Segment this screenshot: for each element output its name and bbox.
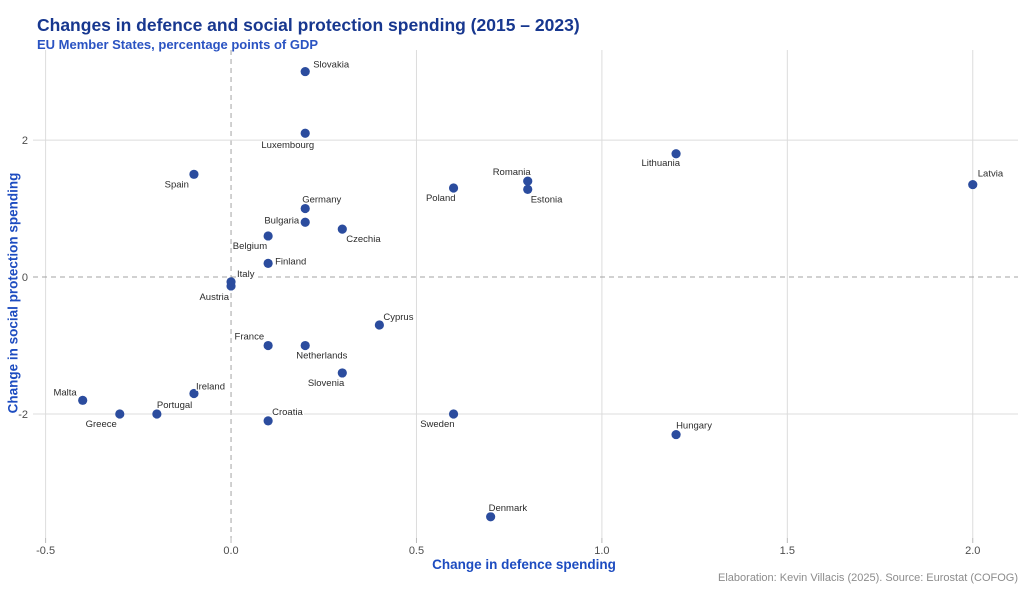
data-point-poland	[448, 183, 459, 193]
data-point-hungary	[671, 429, 681, 440]
data-point-latvia	[968, 179, 978, 190]
point-label-france: France	[235, 332, 265, 343]
point-label-poland: Poland	[426, 193, 456, 204]
chart-title: Changes in defence and social protection…	[37, 14, 580, 35]
point-label-bulgaria: Bulgaria	[264, 215, 300, 226]
data-point-cyprus	[374, 320, 384, 330]
point-label-belgium: Belgium	[233, 241, 267, 252]
data-point-germany	[300, 203, 310, 214]
x-axis-title: Change in defence spending	[432, 557, 616, 572]
point-label-netherlands: Netherlands	[296, 351, 347, 362]
source-credit: Elaboration: Kevin Villacis (2025). Sour…	[718, 572, 1018, 584]
point-label-hungary: Hungary	[676, 421, 712, 432]
x-tick-label: 0.5	[409, 545, 424, 557]
data-point-romania	[523, 176, 533, 186]
data-point-spain	[189, 169, 199, 179]
data-point-denmark	[486, 512, 496, 522]
data-point-finland	[263, 258, 273, 268]
data-point-greece	[115, 409, 125, 419]
data-point-lithuania	[671, 149, 681, 159]
point-label-lithuania: Lithuania	[642, 158, 681, 169]
data-point-slovakia	[300, 66, 310, 77]
point-label-cyprus: Cyprus	[383, 312, 413, 323]
data-point-estonia	[523, 184, 533, 194]
point-label-slovakia: Slovakia	[313, 60, 350, 71]
data-point-croatia	[263, 416, 273, 426]
point-label-italy: Italy	[237, 269, 255, 280]
point-label-latvia: Latvia	[978, 169, 1004, 180]
data-point-luxembourg	[300, 128, 310, 138]
data-point-sweden	[448, 409, 459, 419]
point-label-czechia: Czechia	[346, 234, 381, 245]
point-label-romania: Romania	[493, 167, 532, 178]
data-point-belgium	[263, 231, 273, 241]
data-point-czechia	[337, 224, 347, 234]
chart-subtitle: EU Member States, percentage points of G…	[37, 36, 319, 52]
x-tick-label: 2.0	[965, 545, 980, 557]
point-label-austria: Austria	[199, 292, 229, 303]
point-label-estonia: Estonia	[531, 194, 563, 205]
point-label-germany: Germany	[302, 195, 341, 206]
x-tick-label: 1.0	[594, 545, 609, 557]
point-label-slovenia: Slovenia	[308, 378, 345, 389]
point-label-finland: Finland	[275, 256, 306, 267]
data-point-malta	[78, 395, 88, 405]
x-tick-label: 0.0	[223, 545, 238, 557]
point-label-ireland: Ireland	[196, 381, 225, 392]
x-tick-label: 1.5	[780, 545, 795, 557]
point-label-greece: Greece	[86, 419, 117, 430]
point-label-croatia: Croatia	[272, 407, 303, 418]
data-point-netherlands	[300, 340, 310, 351]
data-point-bulgaria	[300, 217, 310, 227]
data-point-portugal	[152, 409, 162, 419]
x-tick-label: -0.5	[36, 545, 55, 557]
point-label-malta: Malta	[53, 387, 77, 398]
y-tick-label: -2	[18, 409, 28, 421]
data-point-slovenia	[337, 368, 347, 378]
y-tick-label: 2	[22, 135, 28, 147]
point-label-portugal: Portugal	[157, 400, 192, 411]
point-label-sweden: Sweden	[420, 419, 454, 430]
data-point-ireland	[189, 388, 199, 399]
data-point-france	[263, 340, 273, 351]
y-tick-label: 0	[22, 272, 28, 284]
data-point-austria	[226, 281, 236, 291]
y-axis-title: Change in social protection spending	[5, 172, 21, 414]
point-label-spain: Spain	[165, 179, 189, 190]
point-label-luxembourg: Luxembourg	[261, 140, 314, 151]
point-label-denmark: Denmark	[489, 503, 528, 514]
